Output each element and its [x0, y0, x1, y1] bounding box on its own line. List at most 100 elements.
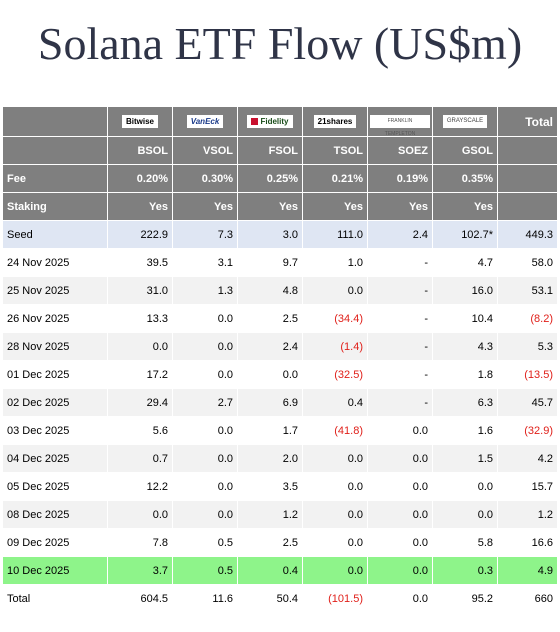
- flow-cell: 0.0: [367, 444, 433, 473]
- row-label: 02 Dec 2025: [2, 388, 108, 417]
- flow-cell: 0.4: [237, 556, 303, 585]
- etf-flow-table: Bitwise VanEck Fidelity 21shares FRANKLI…: [2, 106, 558, 613]
- flow-cell: 111.0: [302, 220, 368, 249]
- flow-cell: 0.0: [172, 304, 238, 333]
- issuer-logo-cell: GRAYSCALE: [432, 106, 498, 137]
- total-cell: 58.0: [497, 248, 558, 277]
- issuer-logo-cell: Bitwise: [107, 106, 173, 137]
- total-column-header: Total: [497, 106, 558, 137]
- row-label: Total: [2, 584, 108, 613]
- flow-cell: 2.7: [172, 388, 238, 417]
- flow-cell: 1.3: [172, 276, 238, 305]
- flow-cell: 29.4: [107, 388, 173, 417]
- row-label: 10 Dec 2025: [2, 556, 108, 585]
- table-row: 26 Nov 2025 13.3 0.0 2.5 (34.4) -10.4 (8.2): [2, 304, 558, 333]
- seed-row: Seed 222.9 7.3 3.0 111.0 2.4 102.7* 449.3: [2, 220, 558, 249]
- staking-cell: Yes: [302, 192, 368, 221]
- flow-cell: -: [367, 248, 433, 277]
- flow-cell: 95.2: [432, 584, 498, 613]
- flow-cell: 0.0: [172, 360, 238, 389]
- flow-cell: 0.0: [302, 276, 368, 305]
- flow-cell: 16.0: [432, 276, 498, 305]
- flow-cell: 0.0: [367, 556, 433, 585]
- flow-cell: 2.4: [367, 220, 433, 249]
- table-row: 02 Dec 2025 29.4 2.7 6.9 0.4-6.3 45.7: [2, 388, 558, 417]
- total-cell: 449.3: [497, 220, 558, 249]
- total-cell: (32.9): [497, 416, 558, 445]
- fee-cell: 0.35%: [432, 164, 498, 193]
- staking-label: Staking: [2, 192, 108, 221]
- fidelity-logo: Fidelity: [247, 115, 293, 128]
- issuer-logo-cell: VanEck: [172, 106, 238, 137]
- flow-cell: 0.0: [172, 332, 238, 361]
- total-row: Total 604.5 11.6 50.4 (101.5) 0.0 95.2 660: [2, 584, 558, 613]
- flow-cell: 0.0: [172, 500, 238, 529]
- bitwise-logo: Bitwise: [121, 115, 158, 128]
- flow-cell: 0.0: [432, 472, 498, 501]
- fee-row: Fee 0.20% 0.30% 0.25% 0.21% 0.19% 0.35%: [2, 164, 558, 193]
- table-row: 05 Dec 2025 12.2 0.0 3.5 0.0 0.0 0.0 15.7: [2, 472, 558, 501]
- flow-cell: -: [367, 360, 433, 389]
- flow-cell: 11.6: [172, 584, 238, 613]
- flow-cell: (32.5): [302, 360, 368, 389]
- staking-cell: Yes: [172, 192, 238, 221]
- grayscale-logo: GRAYSCALE: [442, 115, 488, 128]
- staking-cell: Yes: [432, 192, 498, 221]
- flow-cell: 31.0: [107, 276, 173, 305]
- flow-cell: 7.8: [107, 528, 173, 557]
- row-label: 24 Nov 2025: [2, 248, 108, 277]
- flow-cell: 0.0: [367, 584, 433, 613]
- flow-cell: 1.5: [432, 444, 498, 473]
- row-label: 05 Dec 2025: [2, 472, 108, 501]
- issuer-logo-cell: 21shares: [302, 106, 368, 137]
- ticker-cell: BSOL: [107, 136, 173, 165]
- flow-cell: 102.7*: [432, 220, 498, 249]
- flow-cell: 1.8: [432, 360, 498, 389]
- flow-cell: 4.8: [237, 276, 303, 305]
- fidelity-mark-icon: [251, 118, 259, 126]
- issuer-logo-cell: FRANKLIN TEMPLETON: [367, 106, 433, 137]
- table-row: 10 Dec 2025 3.7 0.5 0.4 0.0 0.0 0.3 4.9: [2, 556, 558, 585]
- flow-cell: 5.8: [432, 528, 498, 557]
- flow-cell: 4.7: [432, 248, 498, 277]
- header-blank-cell: [2, 136, 108, 165]
- ticker-cell: GSOL: [432, 136, 498, 165]
- total-cell: 5.3: [497, 332, 558, 361]
- flow-cell: 0.0: [237, 360, 303, 389]
- flow-cell: 0.0: [367, 528, 433, 557]
- vaneck-logo: VanEck: [186, 115, 224, 128]
- row-label: Seed: [2, 220, 108, 249]
- flow-cell: 0.0: [432, 500, 498, 529]
- flow-cell: 3.7: [107, 556, 173, 585]
- flow-cell: -: [367, 388, 433, 417]
- issuer-logo-cell: Fidelity: [237, 106, 303, 137]
- flow-cell: 3.1: [172, 248, 238, 277]
- staking-cell: Yes: [107, 192, 173, 221]
- staking-cell: Yes: [237, 192, 303, 221]
- total-cell: 16.6: [497, 528, 558, 557]
- header-blank-cell: [497, 192, 558, 221]
- flow-cell: 0.0: [107, 500, 173, 529]
- flow-cell: -: [367, 332, 433, 361]
- total-cell: (13.5): [497, 360, 558, 389]
- ticker-cell: SOEZ: [367, 136, 433, 165]
- total-cell: 660: [497, 584, 558, 613]
- fee-cell: 0.19%: [367, 164, 433, 193]
- row-label: 26 Nov 2025: [2, 304, 108, 333]
- flow-cell: 13.3: [107, 304, 173, 333]
- flow-cell: 0.0: [302, 556, 368, 585]
- flow-cell: 2.5: [237, 304, 303, 333]
- flow-cell: 2.5: [237, 528, 303, 557]
- header-blank-cell: [497, 164, 558, 193]
- 21shares-logo: 21shares: [313, 115, 357, 128]
- table-row: 03 Dec 2025 5.6 0.0 1.7 (41.8) 0.0 1.6 (32.9): [2, 416, 558, 445]
- row-label: 25 Nov 2025: [2, 276, 108, 305]
- table-row: 25 Nov 2025 31.0 1.3 4.8 0.0-16.0 53.1: [2, 276, 558, 305]
- total-cell: 15.7: [497, 472, 558, 501]
- flow-cell: 1.0: [302, 248, 368, 277]
- total-cell: 4.9: [497, 556, 558, 585]
- row-label: 08 Dec 2025: [2, 500, 108, 529]
- row-label: 04 Dec 2025: [2, 444, 108, 473]
- flow-cell: 10.4: [432, 304, 498, 333]
- flow-cell: 0.4: [302, 388, 368, 417]
